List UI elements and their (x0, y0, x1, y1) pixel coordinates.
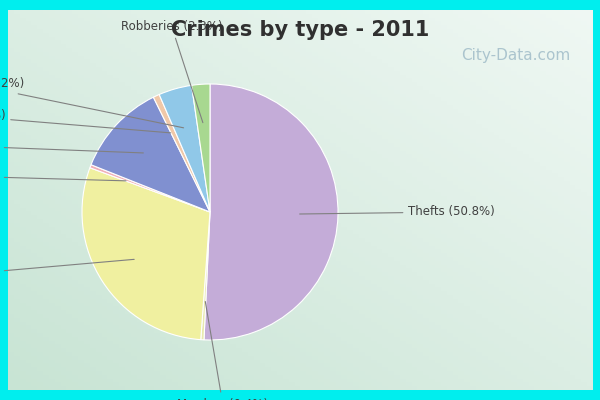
Text: Rapes (0.8%): Rapes (0.8%) (0, 110, 171, 133)
Wedge shape (201, 212, 210, 340)
Text: Auto thefts (4.2%): Auto thefts (4.2%) (0, 78, 184, 128)
Text: Assaults (11.7%): Assaults (11.7%) (0, 139, 143, 153)
Text: Burglaries (29.5%): Burglaries (29.5%) (0, 259, 134, 282)
Text: Murders (0.4%): Murders (0.4%) (178, 302, 268, 400)
Wedge shape (159, 85, 210, 212)
Wedge shape (82, 168, 210, 340)
Text: City-Data.com: City-Data.com (461, 48, 570, 63)
Wedge shape (90, 165, 210, 212)
Wedge shape (154, 94, 210, 212)
Wedge shape (191, 84, 210, 212)
Text: Thefts (50.8%): Thefts (50.8%) (299, 206, 495, 218)
Wedge shape (204, 84, 338, 340)
Text: Arson (0.4%): Arson (0.4%) (0, 170, 126, 183)
Text: Robberies (2.3%): Robberies (2.3%) (121, 20, 223, 123)
Wedge shape (91, 97, 210, 212)
Text: Crimes by type - 2011: Crimes by type - 2011 (171, 20, 429, 40)
